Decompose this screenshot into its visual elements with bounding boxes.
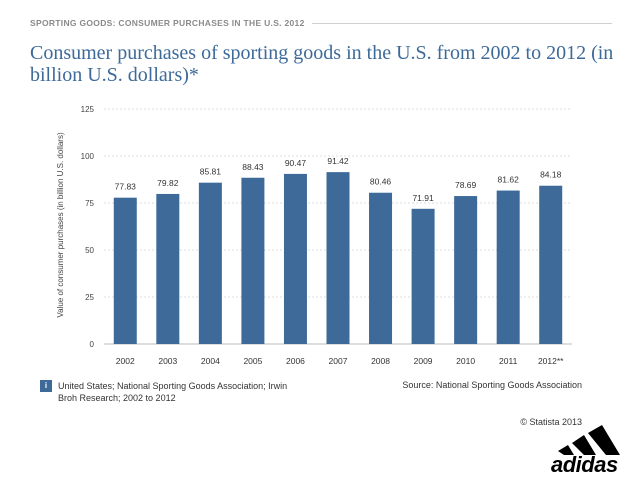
bar[interactable] (369, 192, 393, 344)
bar[interactable] (113, 197, 137, 344)
bar-value-label: 90.47 (285, 158, 307, 168)
x-tick-label: 2009 (414, 356, 433, 366)
bar[interactable] (283, 173, 307, 344)
x-tick-label: 2010 (456, 356, 475, 366)
header-divider (312, 23, 612, 24)
bar-value-labels: 77.83 79.82 85.81 88.43 90.47 91.42 80.46 71.91… (115, 156, 562, 203)
bar-value-label: 79.82 (157, 178, 179, 188)
bar-value-label: 81.62 (498, 175, 520, 185)
adidas-three-stripes-icon (558, 425, 620, 455)
y-tick-label: 100 (81, 152, 95, 161)
x-tick-label: 2004 (201, 356, 220, 366)
copyright: © Statista 2013 (520, 417, 582, 427)
y-tick-label: 75 (85, 199, 94, 208)
bar-value-label: 91.42 (327, 156, 349, 166)
bars (113, 172, 563, 344)
x-tick-label: 2002 (116, 356, 135, 366)
bar[interactable] (539, 185, 563, 344)
bar[interactable] (454, 196, 478, 344)
legend-note: United States; National Sporting Goods A… (58, 381, 288, 403)
source-text: Source: National Sporting Goods Associat… (402, 380, 582, 390)
bar-value-label: 85.81 (200, 167, 222, 177)
y-axis-ticks: 0 25 50 75 100 125 (81, 105, 95, 349)
bar-value-label: 84.18 (540, 170, 562, 180)
bar-value-label: 77.83 (115, 182, 137, 192)
bar[interactable] (496, 190, 520, 344)
chart-title: Consumer purchases of sporting goods in … (30, 42, 614, 86)
x-tick-label: 2012** (538, 356, 564, 366)
x-tick-label: 2011 (499, 356, 518, 366)
bar[interactable] (326, 172, 350, 344)
bar[interactable] (156, 193, 180, 344)
x-tick-label: 2007 (329, 356, 348, 366)
bar[interactable] (198, 182, 222, 344)
y-tick-label: 0 (90, 340, 95, 349)
adidas-wordmark: adidas (551, 452, 618, 477)
y-tick-label: 25 (85, 293, 94, 302)
x-tick-label: 2005 (243, 356, 262, 366)
x-tick-label: 2006 (286, 356, 305, 366)
x-tick-label: 2003 (158, 356, 177, 366)
y-axis-label: Value of consumer purchases (in billion … (56, 132, 65, 318)
bar-value-label: 71.91 (412, 193, 434, 203)
header-label: SPORTING GOODS: CONSUMER PURCHASES IN TH… (30, 18, 305, 28)
bar-value-label: 78.69 (455, 180, 477, 190)
bar[interactable] (241, 177, 265, 344)
y-tick-label: 125 (81, 105, 95, 114)
bar-value-label: 88.43 (242, 162, 264, 172)
info-icon[interactable]: i (40, 380, 52, 392)
x-axis-ticks: 2002 2003 2004 2005 2006 2007 2008 2009 2010 2011… (116, 356, 564, 366)
bar-value-label: 80.46 (370, 177, 392, 187)
x-tick-label: 2008 (371, 356, 390, 366)
bar[interactable] (411, 208, 435, 344)
y-tick-label: 50 (85, 246, 94, 255)
